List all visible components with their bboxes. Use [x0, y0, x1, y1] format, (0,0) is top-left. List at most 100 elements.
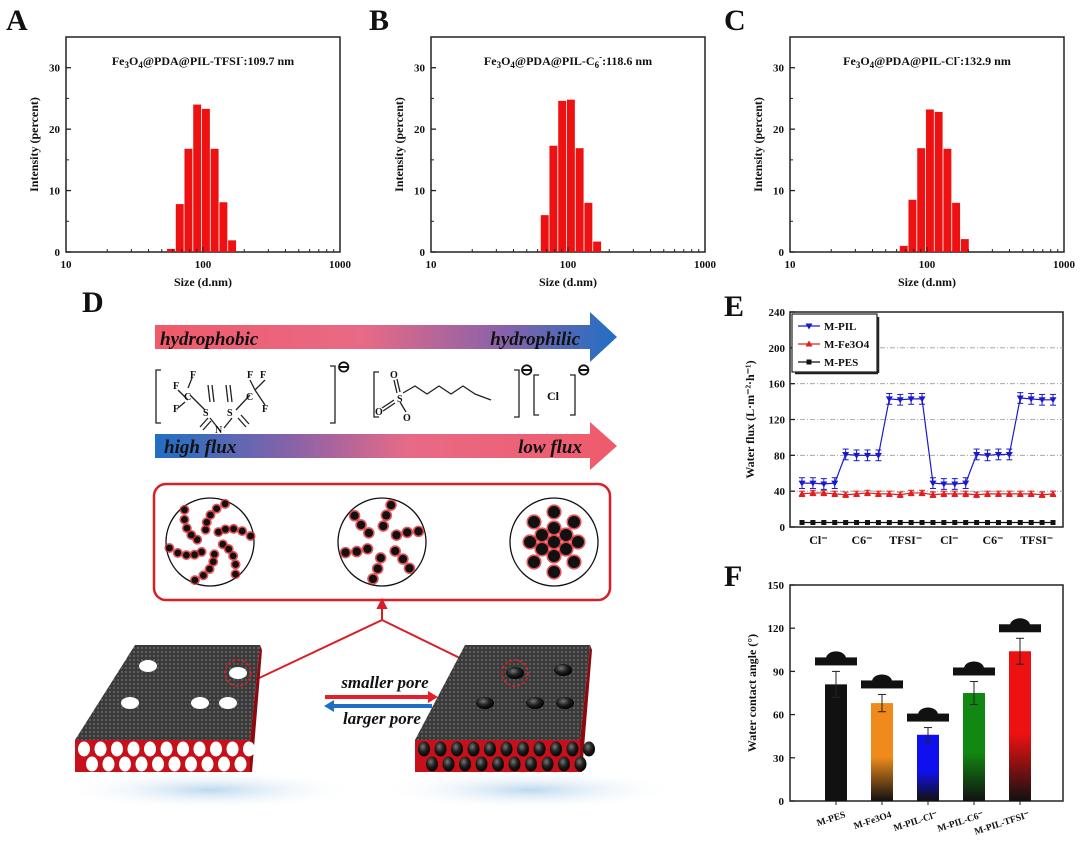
filled-pore [506, 667, 524, 679]
particle-core [548, 522, 560, 534]
y-tick-label: 120 [768, 623, 785, 635]
hexanesulfonate-structure [381, 378, 492, 413]
particle-core [398, 554, 408, 564]
y-tick-label: 160 [769, 379, 786, 391]
pore-channel [144, 741, 156, 757]
particle-core [181, 516, 188, 523]
histogram-bar [943, 148, 952, 252]
particle-core [373, 564, 382, 573]
histogram-bar [210, 148, 219, 252]
category-label: M-PIL-Cl⁻ [892, 810, 939, 834]
y-tick-label: 20 [49, 124, 61, 136]
data-point [885, 396, 893, 403]
pore-channel [243, 741, 255, 757]
data-point [908, 520, 914, 526]
histogram-bar [566, 99, 575, 253]
filled-channel [533, 741, 546, 757]
particle-core [209, 558, 217, 566]
filled-channel [517, 741, 529, 757]
data-point [1049, 490, 1057, 497]
pore-channel [201, 756, 214, 772]
legend-marker [806, 359, 812, 365]
particle-core [191, 551, 198, 559]
filled-channel [484, 741, 496, 757]
data-point [874, 490, 882, 497]
pore-conformation-box [152, 482, 612, 602]
category-label: M-PES [816, 810, 847, 829]
particle-core [199, 571, 207, 579]
svg-text:C: C [246, 392, 253, 403]
pore-channel [210, 741, 222, 757]
droplet-substrate [815, 657, 857, 666]
particle-core [166, 544, 173, 552]
y-tick-label: 0 [55, 247, 61, 259]
particle-core [183, 524, 191, 532]
x-tick-label: 10 [426, 259, 438, 271]
data-point [929, 480, 937, 487]
data-point [853, 490, 861, 497]
data-point [1050, 520, 1056, 526]
histogram-bar [908, 199, 917, 252]
data-point [918, 489, 926, 496]
particle-core [403, 528, 412, 537]
data-point [984, 452, 992, 459]
data-point [863, 452, 871, 459]
data-point [863, 489, 871, 496]
legend-label: M-Fe3O4 [824, 339, 870, 351]
pore-channel [111, 741, 123, 757]
bar [963, 693, 985, 801]
particle-core [363, 544, 372, 554]
particle-core [232, 561, 239, 568]
panel-letter-d: D [82, 286, 104, 319]
y-tick-label: 200 [769, 343, 786, 355]
particle-core [560, 529, 572, 541]
particle-core [225, 545, 233, 553]
pore-hole [121, 697, 139, 709]
data-point [1017, 520, 1023, 526]
data-point [952, 520, 958, 526]
particle-core [368, 574, 378, 584]
droplet [1010, 618, 1030, 626]
filled-pore [476, 697, 494, 709]
data-point [962, 490, 970, 497]
histogram-bar [558, 100, 567, 252]
particle-core [215, 528, 222, 536]
particle-core [560, 543, 572, 555]
histogram-bar [201, 108, 210, 252]
filled-channel [451, 741, 463, 757]
particle-core [198, 548, 205, 556]
bar [825, 684, 847, 801]
data-point [995, 520, 1001, 526]
data-point [994, 490, 1002, 497]
particle-core [528, 556, 540, 568]
data-point [886, 520, 892, 526]
particle-core [548, 550, 560, 562]
svg-text:S: S [203, 408, 209, 419]
pore-channel [168, 756, 181, 772]
data-point [930, 520, 936, 526]
y-tick-label: 30 [49, 63, 61, 75]
y-axis-label: Intensity (percent) [751, 97, 765, 192]
data-point [874, 452, 882, 459]
legend-label: M-PIL [824, 321, 856, 333]
particle-core [392, 530, 401, 540]
droplet-image [815, 651, 857, 666]
data-point [907, 396, 915, 403]
droplet-image [999, 618, 1041, 633]
pore-channel [185, 756, 197, 772]
pore-channel [78, 741, 90, 757]
high-flux-label: high flux [164, 437, 237, 458]
y-tick-label: 150 [768, 580, 785, 592]
panel-letter-c: C [724, 4, 746, 37]
data-point [940, 481, 948, 488]
pore-channel [102, 756, 115, 772]
filled-channel [434, 741, 447, 757]
histogram-bar [193, 104, 202, 252]
particle-core [548, 566, 560, 578]
filled-channel [566, 741, 579, 757]
data-point [941, 520, 947, 526]
panel-letter-a: A [6, 4, 28, 37]
legend-label: M-PES [824, 357, 858, 369]
data-point [831, 490, 839, 497]
